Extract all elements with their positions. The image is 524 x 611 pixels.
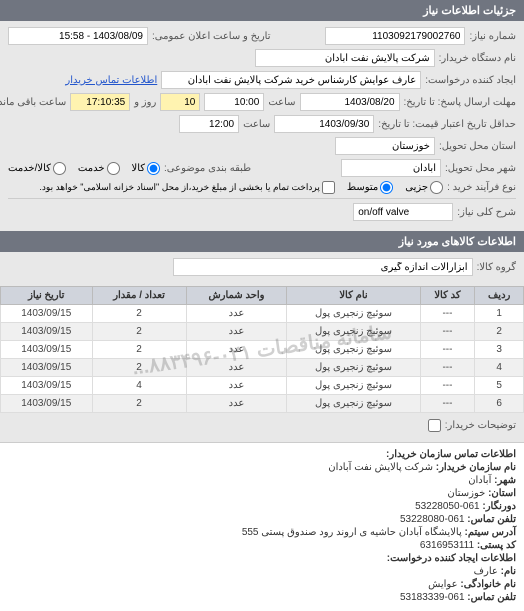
min-credit-time-input[interactable] [179, 115, 239, 133]
goods-table-wrap: ردیفکد کالانام کالاواحد شمارشتعداد / مقد… [0, 286, 524, 413]
buyer-notes-label: توضیحات خریدار: [445, 420, 516, 431]
deadline-date-input[interactable] [300, 93, 400, 111]
page-title: جزئیات اطلاعات نیاز [0, 0, 524, 21]
table-header: تاریخ نیاز [1, 287, 93, 305]
creator-input[interactable] [161, 71, 421, 89]
class-label: طبقه بندی موضوعی: [164, 163, 251, 174]
table-row: 1---سوئیچ زنجیری پولعدد21403/09/15 [1, 305, 524, 323]
announce-input[interactable] [8, 27, 148, 45]
province-label: استان محل تحویل: [439, 141, 516, 152]
contact-info-block: اطلاعات تماس سازمان خریدار: نام سازمان خ… [0, 442, 524, 611]
table-row: 5---سوئیچ زنجیری پولعدد41403/09/15 [1, 377, 524, 395]
min-credit-label: حداقل تاریخ اعتبار قیمت: تا تاریخ: [378, 119, 516, 130]
goods-header: اطلاعات کالاهای مورد نیاز [0, 231, 524, 252]
table-header: کد کالا [420, 287, 475, 305]
radio-goods[interactable]: کالا [132, 162, 161, 175]
radio-goods-service[interactable]: کالا/خدمت [8, 162, 66, 175]
min-credit-date-input[interactable] [274, 115, 374, 133]
goods-table: ردیفکد کالانام کالاواحد شمارشتعداد / مقد… [0, 286, 524, 413]
radio-small[interactable]: جزیی [405, 181, 443, 194]
purchase-note[interactable]: پرداخت تمام یا بخشی از مبلغ خرید،از محل … [39, 181, 334, 194]
remain-days-input [160, 93, 200, 111]
radio-medium[interactable]: متوسط [347, 181, 393, 194]
table-row: 2---سوئیچ زنجیری پولعدد21403/09/15 [1, 323, 524, 341]
contact-link[interactable]: اطلاعات تماس خریدار [65, 75, 157, 86]
table-header: واحد شمارش [186, 287, 287, 305]
request-no-label: شماره نیاز: [469, 31, 516, 42]
form-area: شماره نیاز: تاریخ و ساعت اعلان عمومی: نا… [0, 21, 524, 231]
contact-header: اطلاعات تماس سازمان خریدار: [386, 449, 516, 460]
group-label: گروه کالا: [477, 262, 516, 273]
buyer-notes-checkbox[interactable] [428, 419, 441, 432]
desc-input[interactable] [353, 203, 453, 221]
table-row: 6---سوئیچ زنجیری پولعدد21403/09/15 [1, 395, 524, 413]
deadline-label: مهلت ارسال پاسخ: تا تاریخ: [404, 97, 516, 108]
purchase-type-label: نوع فرآیند خرید : [447, 182, 516, 193]
announce-label: تاریخ و ساعت اعلان عمومی: [152, 31, 271, 42]
creator-label: ایجاد کننده درخواست: [425, 75, 516, 86]
table-header: نام کالا [287, 287, 420, 305]
request-no-input[interactable] [325, 27, 465, 45]
group-input[interactable] [173, 258, 473, 276]
table-header: ردیف [475, 287, 524, 305]
min-credit-time-label: ساعت [243, 119, 270, 130]
desc-label: شرح کلی نیاز: [457, 207, 516, 218]
city-input[interactable] [341, 159, 441, 177]
buyer-device-label: نام دستگاه خریدار: [439, 53, 516, 64]
table-header: تعداد / مقدار [92, 287, 186, 305]
radio-service[interactable]: خدمت [78, 162, 120, 175]
city-label: شهر محل تحویل: [445, 163, 516, 174]
remain-time-unit: ساعت باقی مانده [0, 97, 66, 108]
deadline-time-input[interactable] [204, 93, 264, 111]
remain-days-label: روز و [134, 97, 156, 108]
table-row: 4---سوئیچ زنجیری پولعدد21403/09/15 [1, 359, 524, 377]
remain-time-input [70, 93, 130, 111]
table-row: 3---سوئیچ زنجیری پولعدد21403/09/15 [1, 341, 524, 359]
province-input[interactable] [335, 137, 435, 155]
buyer-device-input[interactable] [255, 49, 435, 67]
creator-info-header: اطلاعات ایجاد کننده درخواست: [387, 553, 516, 564]
deadline-time-label: ساعت [268, 97, 295, 108]
